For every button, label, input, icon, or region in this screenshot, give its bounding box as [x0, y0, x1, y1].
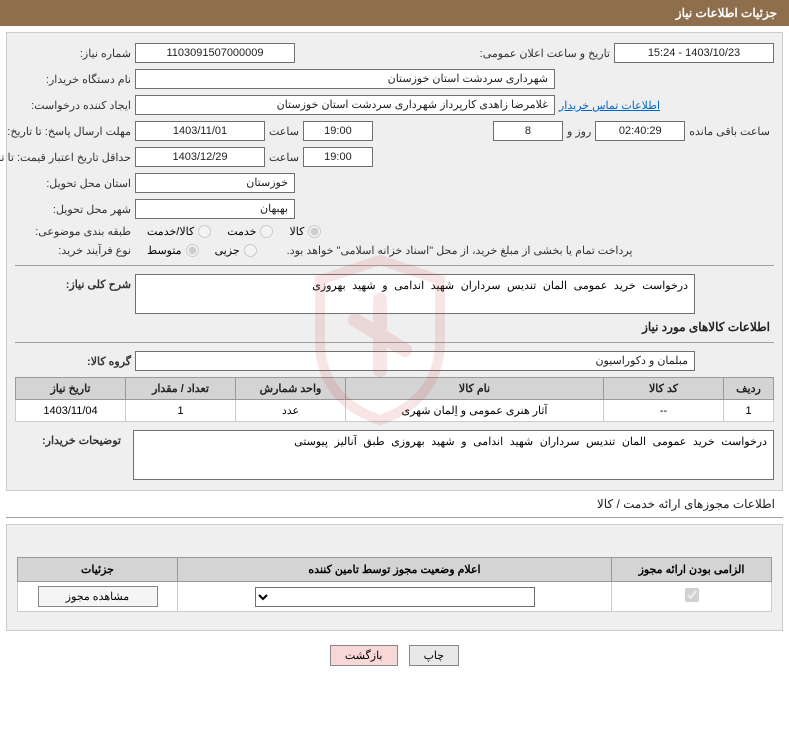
announce-label: تاریخ و ساعت اعلان عمومی: — [476, 47, 614, 60]
need-no-value: 1103091507000009 — [135, 43, 295, 63]
row-province: استان محل تحویل: خوزستان — [15, 173, 774, 193]
requester-value: غلامرضا زاهدی کارپرداز شهرداری سردشت است… — [135, 95, 555, 115]
th-name: نام کالا — [346, 378, 604, 400]
license-row: مشاهده مجوز — [18, 582, 772, 612]
desc-label: شرح کلی نیاز: — [15, 274, 135, 291]
view-license-button[interactable]: مشاهده مجوز — [38, 586, 158, 607]
row-process: نوع فرآیند خرید: جزیی متوسط پرداخت تمام … — [15, 244, 774, 257]
category-label: طبقه بندی موضوعی: — [15, 225, 135, 238]
row-city: شهر محل تحویل: بهبهان — [15, 199, 774, 219]
row-requester: ایجاد کننده درخواست: غلامرضا زاهدی کارپر… — [15, 95, 774, 115]
ltd-status — [178, 582, 612, 612]
need-no-label: شماره نیاز: — [15, 47, 135, 60]
radio-service — [260, 225, 273, 238]
validity-date: 1403/12/29 — [135, 147, 265, 167]
buyer-org-label: نام دستگاه خریدار: — [15, 73, 135, 86]
status-dropdown[interactable] — [255, 587, 535, 607]
row-validity: حداقل تاریخ اعتبار قیمت: تا تاریخ: 1403/… — [15, 147, 774, 167]
radio-minor — [244, 244, 257, 257]
table-row: 1 -- آثار هنری عمومی و اِلمان شهری عدد 1… — [16, 400, 774, 422]
radio-medium — [186, 244, 199, 257]
validity-label: حداقل تاریخ اعتبار قیمت: تا تاریخ: — [15, 151, 135, 164]
days-and-label: روز و — [563, 125, 595, 138]
buyer-note-textarea — [133, 430, 774, 480]
contact-link[interactable]: اطلاعات تماس خریدار — [555, 99, 664, 112]
announce-value: 1403/10/23 - 15:24 — [614, 43, 774, 63]
city-label: شهر محل تحویل: — [15, 203, 135, 216]
main-panel: شماره نیاز: 1103091507000009 تاریخ و ساع… — [6, 32, 783, 491]
desc-textarea — [135, 274, 695, 314]
proc-medium-label: متوسط — [147, 244, 182, 257]
province-label: استان محل تحویل: — [15, 177, 135, 190]
back-button[interactable]: بازگشت — [330, 645, 398, 666]
buyer-note-row: توضیحات خریدار: — [15, 430, 774, 480]
row-group: گروه کالا: مبلمان و دکوراسیون — [15, 351, 774, 371]
td-unit: عدد — [236, 400, 346, 422]
th-qty: تعداد / مقدار — [126, 378, 236, 400]
row-deadline: مهلت ارسال پاسخ: تا تاریخ: 1403/11/01 سا… — [15, 121, 774, 141]
td-date: 1403/11/04 — [16, 400, 126, 422]
requester-label: ایجاد کننده درخواست: — [15, 99, 135, 112]
city-value: بهبهان — [135, 199, 295, 219]
td-code: -- — [604, 400, 724, 422]
cat-service-label: خدمت — [227, 225, 256, 238]
deadline-label: مهلت ارسال پاسخ: تا تاریخ: — [15, 125, 135, 138]
license-table: الزامی بودن ارائه مجوز اعلام وضعیت مجوز … — [17, 557, 772, 612]
row-description: شرح کلی نیاز: — [15, 274, 774, 314]
goods-table: ردیف کد کالا نام کالا واحد شمارش تعداد /… — [15, 377, 774, 422]
th-code: کد کالا — [604, 378, 724, 400]
cat-both-label: کالا/خدمت — [147, 225, 194, 238]
divider-1 — [15, 265, 774, 266]
proc-minor-label: جزیی — [215, 244, 240, 257]
deadline-time: 19:00 — [303, 121, 373, 141]
th-date: تاریخ نیاز — [16, 378, 126, 400]
radio-goods — [308, 225, 321, 238]
mandatory-checkbox — [685, 588, 699, 602]
print-button[interactable]: چاپ — [409, 645, 460, 666]
page-header: جزئیات اطلاعات نیاز — [0, 0, 789, 26]
license-panel: الزامی بودن ارائه مجوز اعلام وضعیت مجوز … — [6, 524, 783, 631]
goods-info-title: اطلاعات کالاهای مورد نیاز — [15, 320, 774, 334]
time-label-1: ساعت — [265, 125, 303, 138]
row-need-no: شماره نیاز: 1103091507000009 تاریخ و ساع… — [15, 43, 774, 63]
buyer-org-value: شهرداری سردشت استان خوزستان — [135, 69, 555, 89]
ltd-mandatory — [612, 582, 772, 612]
td-qty: 1 — [126, 400, 236, 422]
days-remaining: 8 — [493, 121, 563, 141]
treasury-note: پرداخت تمام یا بخشی از مبلغ خرید، از محل… — [287, 244, 633, 257]
radio-both — [198, 225, 211, 238]
td-row: 1 — [724, 400, 774, 422]
ltd-details: مشاهده مجوز — [18, 582, 178, 612]
header-title: جزئیات اطلاعات نیاز — [676, 6, 777, 20]
license-section-title: اطلاعات مجوزهای ارائه خدمت / کالا — [597, 497, 779, 511]
th-row: ردیف — [724, 378, 774, 400]
buyer-note-label: توضیحات خریدار: — [15, 430, 125, 447]
cat-goods-label: کالا — [289, 225, 304, 238]
group-value: مبلمان و دکوراسیون — [135, 351, 695, 371]
province-value: خوزستان — [135, 173, 295, 193]
lth-status: اعلام وضعیت مجوز توسط تامین کننده — [178, 558, 612, 582]
lth-details: جزئیات — [18, 558, 178, 582]
countdown: 02:40:29 — [595, 121, 685, 141]
remaining-label: ساعت باقی مانده — [685, 125, 774, 138]
license-title-row: اطلاعات مجوزهای ارائه خدمت / کالا — [6, 497, 783, 511]
group-label: گروه کالا: — [15, 355, 135, 368]
row-buyer-org: نام دستگاه خریدار: شهرداری سردشت استان خ… — [15, 69, 774, 89]
process-label: نوع فرآیند خرید: — [15, 244, 135, 257]
th-unit: واحد شمارش — [236, 378, 346, 400]
td-name: آثار هنری عمومی و اِلمان شهری — [346, 400, 604, 422]
time-label-2: ساعت — [265, 151, 303, 164]
deadline-date: 1403/11/01 — [135, 121, 265, 141]
validity-time: 19:00 — [303, 147, 373, 167]
row-category: طبقه بندی موضوعی: کالا خدمت کالا/خدمت — [15, 225, 774, 238]
footer-buttons: چاپ بازگشت — [0, 637, 789, 674]
divider-2 — [15, 342, 774, 343]
lth-mandatory: الزامی بودن ارائه مجوز — [612, 558, 772, 582]
